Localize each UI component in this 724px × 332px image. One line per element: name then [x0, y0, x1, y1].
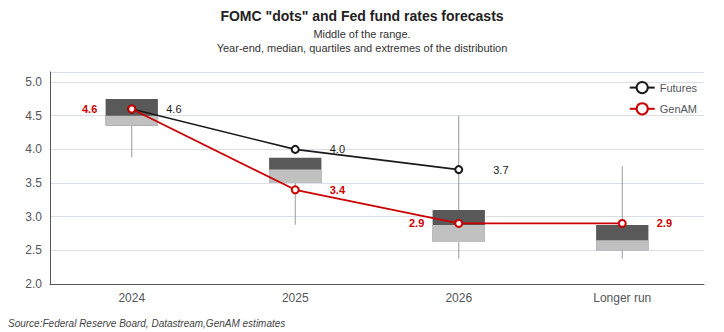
svg-text:Middle of the range.: Middle of the range. [313, 28, 410, 40]
svg-text:3.4: 3.4 [330, 184, 346, 196]
svg-text:GenAM: GenAM [660, 103, 697, 115]
svg-text:Year-end, median, quartiles an: Year-end, median, quartiles and extremes… [217, 42, 508, 54]
svg-text:FOMC "dots" and Fed fund rates: FOMC "dots" and Fed fund rates forecasts [220, 8, 503, 24]
svg-text:4.0: 4.0 [25, 142, 42, 156]
svg-text:3.5: 3.5 [25, 176, 42, 190]
svg-text:2.0: 2.0 [25, 277, 42, 291]
svg-text:Longer run: Longer run [593, 291, 651, 305]
svg-text:4.6: 4.6 [82, 103, 97, 115]
svg-text:3.0: 3.0 [25, 210, 42, 224]
svg-text:3.7: 3.7 [493, 164, 508, 176]
svg-text:2024: 2024 [118, 291, 145, 305]
svg-text:2.9: 2.9 [409, 217, 424, 229]
svg-text:4.6: 4.6 [166, 103, 181, 115]
svg-text:2.5: 2.5 [25, 243, 42, 257]
svg-text:4.0: 4.0 [330, 143, 345, 155]
svg-text:Source:Federal Reserve Board,: Source:Federal Reserve Board, Datastream… [8, 318, 285, 329]
svg-text:2026: 2026 [445, 291, 472, 305]
svg-text:2.9: 2.9 [657, 217, 672, 229]
svg-text:2025: 2025 [282, 291, 309, 305]
svg-text:Futures: Futures [660, 82, 698, 94]
svg-text:4.5: 4.5 [25, 109, 42, 123]
svg-text:5.0: 5.0 [25, 75, 42, 89]
